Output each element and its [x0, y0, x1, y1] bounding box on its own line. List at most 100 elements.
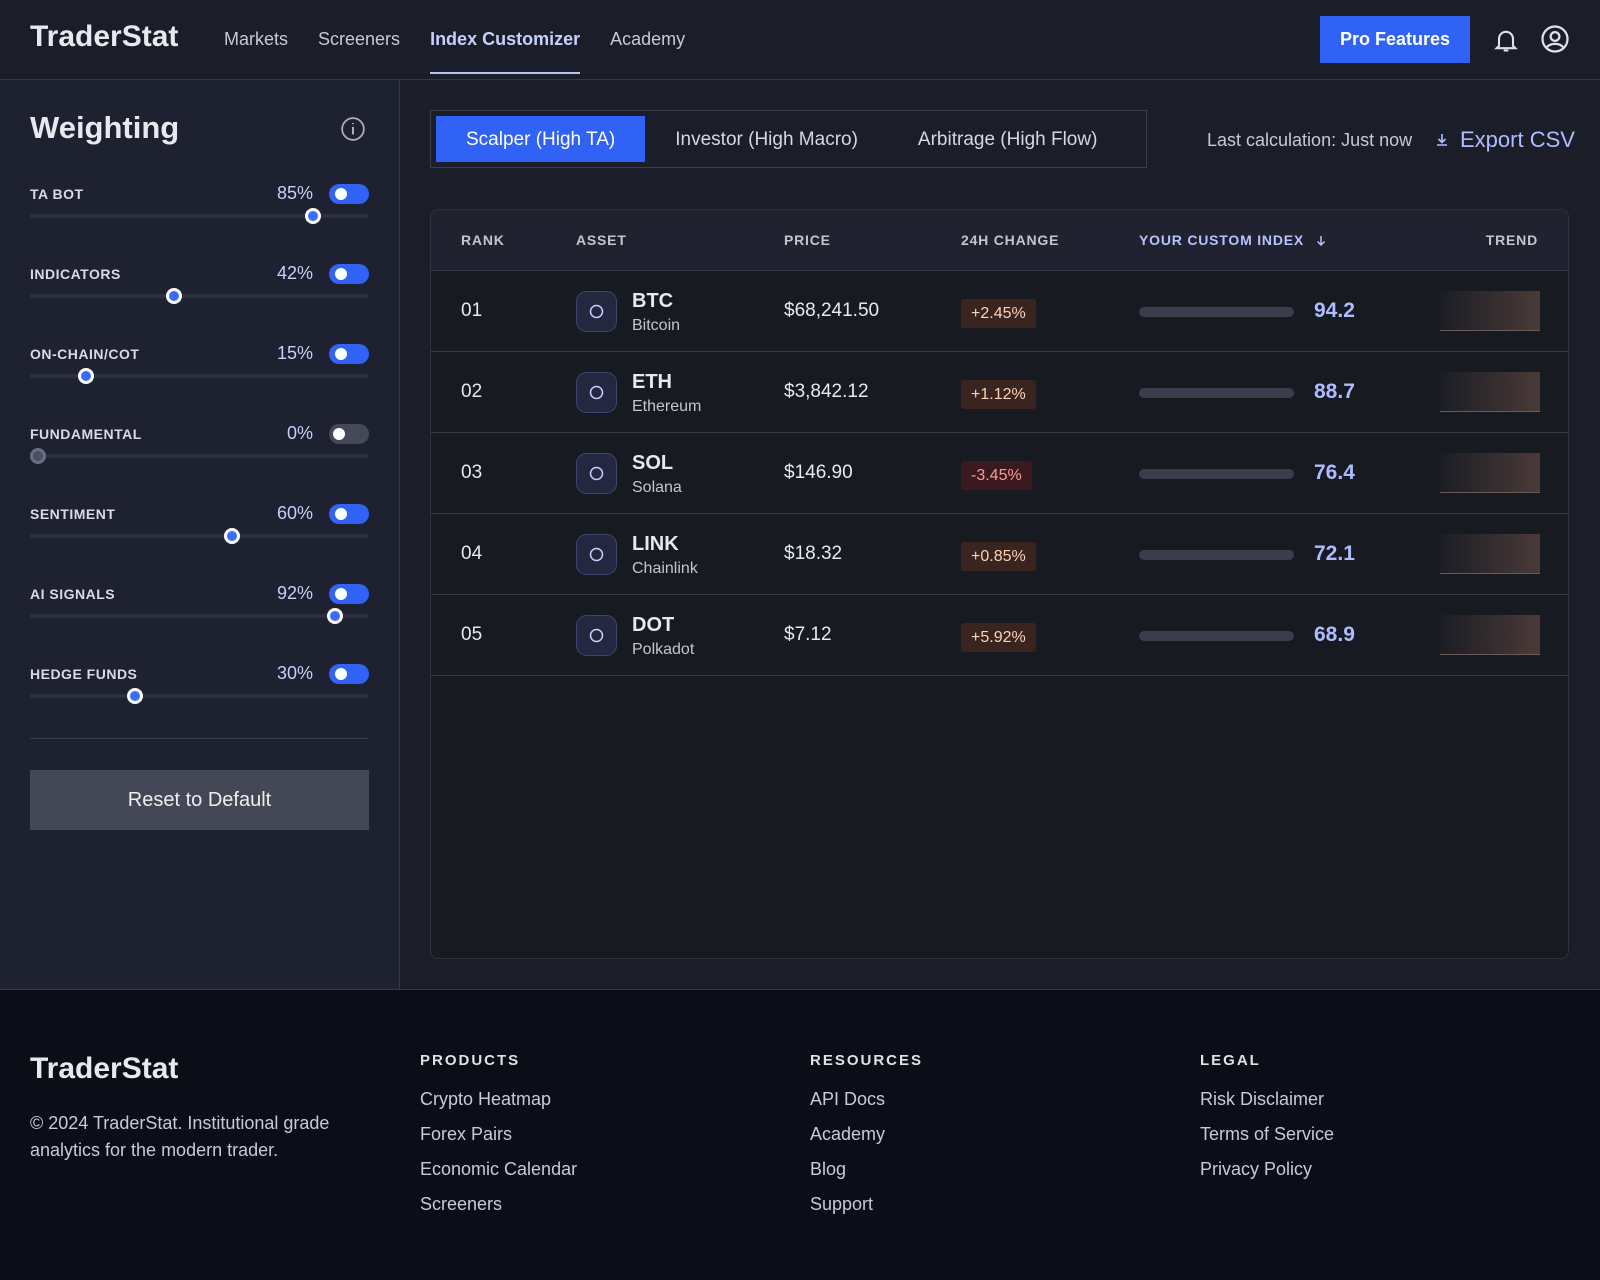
rank: 02: [461, 381, 483, 402]
toggle[interactable]: [329, 184, 369, 204]
footer-link[interactable]: Forex Pairs: [420, 1124, 513, 1144]
weight-value: 60%: [276, 503, 313, 523]
footer-column: RESOURCES API Docs Academy Blog Support: [810, 1052, 923, 1229]
preset-tab[interactable]: Scalper (High TA): [436, 116, 646, 162]
info-icon[interactable]: [340, 116, 366, 142]
weight-row: FUNDAMENTAL 0%: [30, 416, 369, 476]
table-row[interactable]: 01 BTC Bitcoin $68,241.50 +2.45% 94.2: [431, 271, 1568, 352]
footer-link[interactable]: Support: [810, 1194, 874, 1214]
toggle-knob: [335, 668, 347, 680]
column-header[interactable]: YOUR CUSTOM INDEX: [1139, 210, 1326, 271]
footer: TraderStat © 2024 TraderStat. Institutio…: [0, 989, 1600, 1280]
index-track: [1139, 469, 1294, 479]
slider-track[interactable]: [30, 688, 369, 704]
slider-knob[interactable]: [304, 208, 321, 224]
footer-link[interactable]: Crypto Heatmap: [420, 1089, 552, 1109]
slider-track[interactable]: [30, 608, 369, 624]
nav-link[interactable]: Academy: [610, 29, 686, 49]
slider-track[interactable]: [30, 368, 369, 384]
change-badge: +1.12%: [961, 380, 1036, 409]
asset-icon: [576, 372, 617, 413]
nav-link[interactable]: Screeners: [318, 29, 401, 49]
slider-knob[interactable]: [165, 288, 182, 304]
asset-icon: [576, 291, 617, 332]
index-track: [1139, 631, 1294, 641]
slider-knob[interactable]: [126, 688, 143, 704]
column-header: 24H CHANGE: [961, 232, 1060, 248]
price: $18.32: [784, 543, 843, 564]
footer-column: LEGAL Risk Disclaimer Terms of Service Priv…: [1200, 1052, 1334, 1194]
slider-track[interactable]: [30, 288, 369, 304]
preset-tab[interactable]: Investor (High Macro): [675, 129, 858, 150]
price: $3,842.12: [784, 381, 869, 402]
nav-link[interactable]: Index Customizer: [430, 0, 581, 74]
download-icon[interactable]: [1434, 132, 1450, 148]
asset-icon: [576, 534, 617, 575]
table-header: RANK ASSET PRICE 24H CHANGE YOUR CUSTOM INDE…: [431, 210, 1568, 271]
table-row[interactable]: 04 LINK Chainlink $18.32 +0.85% 72.1: [431, 514, 1568, 595]
weight-name: HEDGE FUNDS: [30, 666, 138, 682]
asset-name: Bitcoin: [632, 317, 681, 334]
toggle[interactable]: [329, 584, 369, 604]
footer-link[interactable]: Economic Calendar: [420, 1159, 578, 1179]
toggle-knob: [335, 508, 347, 520]
index-track: [1139, 550, 1294, 560]
toggle[interactable]: [329, 504, 369, 524]
column-header: RANK: [461, 232, 505, 248]
toggle-knob: [335, 588, 347, 600]
toggle[interactable]: [329, 424, 369, 444]
copyright: © 2024 TraderStat. Institutional grade a…: [30, 1113, 330, 1160]
rank: 01: [461, 300, 483, 321]
footer-link[interactable]: API Docs: [810, 1089, 886, 1109]
change-badge: -3.45%: [961, 461, 1032, 490]
slider-track[interactable]: [30, 448, 369, 464]
toggle[interactable]: [329, 344, 369, 364]
footer-column: PRODUCTS Crypto Heatmap Forex Pairs Economi…: [420, 1052, 577, 1229]
asset-icon: [576, 615, 617, 656]
bell-icon[interactable]: [1492, 26, 1520, 54]
weight-name: INDICATORS: [30, 266, 121, 282]
slider-knob[interactable]: [223, 528, 240, 544]
sort-icon[interactable]: [1314, 234, 1328, 248]
weight-value: 42%: [276, 263, 313, 283]
footer-link[interactable]: Privacy Policy: [1200, 1159, 1313, 1179]
table-row[interactable]: 03 SOL Solana $146.90 -3.45% 76.4: [431, 433, 1568, 514]
toggle[interactable]: [329, 264, 369, 284]
brand[interactable]: TraderStat: [30, 20, 179, 53]
asset-symbol: DOT: [632, 614, 675, 636]
nav-link[interactable]: Markets: [224, 29, 289, 49]
slider-track[interactable]: [30, 208, 369, 224]
sidebar-title: Weighting: [30, 110, 180, 145]
weight-name: SENTIMENT: [30, 506, 116, 522]
asset-icon: [576, 453, 617, 494]
table-row[interactable]: 02 ETH Ethereum $3,842.12 +1.12% 88.7: [431, 352, 1568, 433]
weight-name: ON-CHAIN/COT: [30, 346, 140, 362]
slider-knob[interactable]: [327, 608, 344, 624]
slider-track[interactable]: [30, 528, 369, 544]
slider-knob[interactable]: [30, 448, 46, 464]
user-icon[interactable]: [1540, 24, 1570, 54]
sidebar: Weighting Reset to Default TA BOT 85% INDI…: [0, 80, 400, 989]
preset-tabs: Scalper (High TA) Investor (High Macro) Ar…: [430, 110, 1147, 168]
footer-link[interactable]: Screeners: [420, 1194, 503, 1214]
footer-link[interactable]: Academy: [810, 1124, 886, 1144]
status: Last calculation: Just now: [1207, 130, 1413, 150]
index-score: 94.2: [1314, 299, 1355, 322]
footer-link[interactable]: Risk Disclaimer: [1200, 1089, 1325, 1109]
toggle[interactable]: [329, 664, 369, 684]
weight-row: INDICATORS 42%: [30, 256, 369, 316]
weight-row: ON-CHAIN/COT 15%: [30, 336, 369, 396]
slider-knob[interactable]: [78, 368, 95, 384]
table-row[interactable]: 05 DOT Polkadot $7.12 +5.92% 68.9: [431, 595, 1568, 676]
asset-symbol: SOL: [632, 452, 674, 474]
pro-button[interactable]: Pro Features: [1320, 16, 1470, 63]
weight-value: 85%: [276, 183, 313, 203]
footer-link[interactable]: Terms of Service: [1200, 1124, 1335, 1144]
toggle-knob: [335, 188, 347, 200]
reset-button[interactable]: Reset to Default: [30, 770, 369, 830]
weight-value: 0%: [286, 423, 313, 443]
footer-link[interactable]: Blog: [810, 1159, 847, 1179]
preset-tab[interactable]: Arbitrage (High Flow): [917, 129, 1098, 150]
export-link[interactable]: Export CSV: [1460, 127, 1575, 152]
